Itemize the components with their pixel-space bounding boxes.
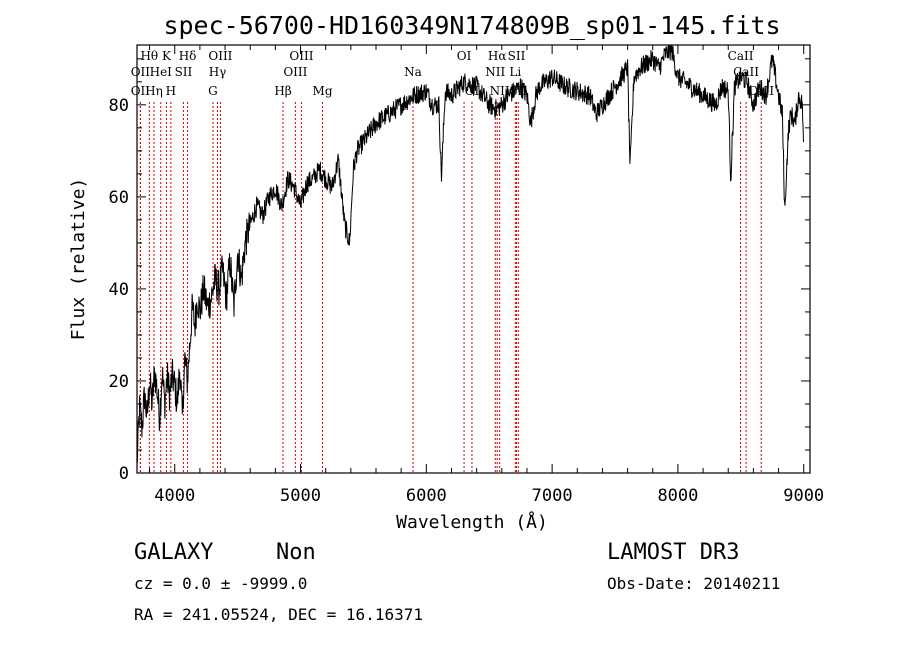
line-marker-label: NII [490,84,510,98]
line-marker-label: Na [404,65,422,79]
y-tick-label: 0 [119,464,129,484]
line-marker-label: OIII [283,65,307,79]
survey-label: LAMOST DR3 [607,540,739,565]
y-axis: 0 20 40 60 80 [109,58,810,484]
line-marker-label: Hα [488,49,507,63]
line-marker-label: OII [131,84,151,98]
line-marker-label: Hδ [179,49,197,63]
chart-title: spec-56700-HD160349N174809B_sp01-145.fit… [163,11,780,40]
obs-date-label: Obs-Date: 20140211 [607,574,780,593]
line-marker-label: SII [508,49,526,63]
line-marker-label: SII [175,65,193,79]
x-tick-label: 9000 [783,486,824,506]
plot-frame [136,44,811,474]
x-tick-label: 6000 [406,486,447,506]
line-marker-label: OI [457,49,472,63]
x-axis: 4000 5000 6000 7000 8000 9000 [149,45,824,506]
line-marker-label: Hγ [209,65,227,79]
plot-area: OII OII Hθ Hη HeI K H Hδ SII OIII Hγ G Hβ OIII OIII Mg N… [109,44,824,506]
x-axis-label: Wavelength (Å) [396,511,548,533]
line-marker-label: H [166,84,176,98]
y-tick-label: 80 [109,96,129,116]
line-marker-label: Hθ [140,49,158,63]
line-marker-label: CaII [728,49,754,63]
line-marker-label: OIII [289,49,313,63]
line-marker-label: OIII [208,49,232,63]
x-tick-label: 5000 [280,486,321,506]
subclass-label: Non [276,540,316,565]
line-marker-label: OII [131,65,151,79]
spectrum-line [136,44,804,463]
line-marker-label: Li [509,65,521,79]
line-marker-label: K [162,49,172,63]
coordinates-label: RA = 241.05524, DEC = 16.16371 [134,605,423,624]
line-markers: OII OII Hθ Hη HeI K H Hδ SII OIII Hγ G Hβ OIII OIII Mg N… [131,49,774,473]
y-tick-label: 60 [109,188,129,208]
line-marker-label: Hη [145,84,163,98]
line-marker-label: HeI [150,65,173,79]
x-tick-label: 8000 [657,486,698,506]
x-tick-label: 7000 [532,486,573,506]
y-tick-label: 40 [109,280,129,300]
redshift-label: cz = 0.0 ± -9999.0 [134,574,307,593]
x-tick-label: 4000 [154,486,195,506]
line-marker-label: Hβ [274,84,291,98]
y-axis-label: Flux (relative) [68,178,89,341]
line-marker-label: G [208,84,218,98]
class-label: GALAXY [134,540,213,565]
y-tick-label: 20 [109,372,129,392]
line-marker-label: NII [485,65,505,79]
line-marker-label: Mg [313,84,333,98]
